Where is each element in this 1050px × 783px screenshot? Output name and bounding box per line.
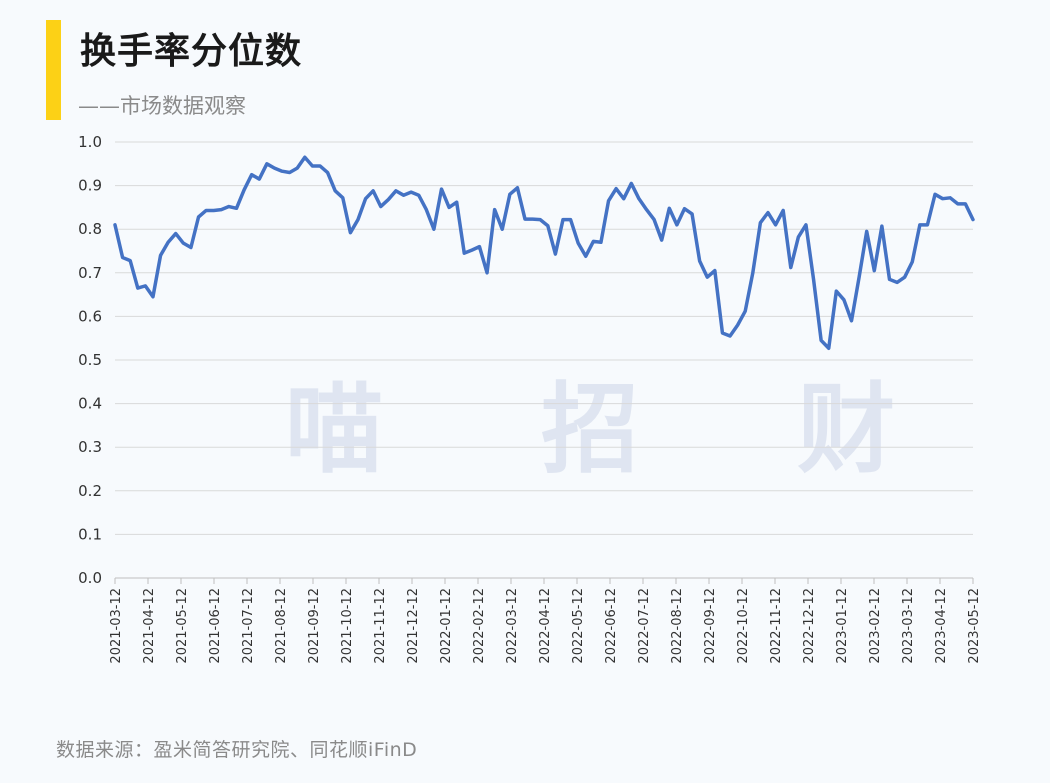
x-tick-label: 2023-04-12 <box>934 588 949 664</box>
x-tick-label: 2021-04-12 <box>142 588 157 664</box>
chart-subtitle: ——市场数据观察 <box>78 94 246 118</box>
y-tick-label: 0.4 <box>78 395 102 413</box>
x-tick-label: 2022-05-12 <box>571 588 586 664</box>
series-layer <box>113 155 975 350</box>
y-tick-label: 0.5 <box>78 351 102 369</box>
x-tick-label: 2021-07-12 <box>241 588 256 664</box>
x-tick-label: 2022-03-12 <box>505 588 520 664</box>
y-tick-label: 0.9 <box>78 177 102 195</box>
y-tick-label: 0.3 <box>78 438 102 456</box>
x-tick-label: 2022-06-12 <box>604 588 619 664</box>
x-tick-label: 2023-01-12 <box>835 588 850 664</box>
x-tick-label: 2022-08-12 <box>670 588 685 664</box>
data-source-note: 数据来源：盈米简答研究院、同花顺iFinD <box>56 739 418 761</box>
y-tick-label: 0.8 <box>78 220 102 238</box>
x-tick-label: 2022-02-12 <box>472 588 487 664</box>
x-tick-label: 2022-04-12 <box>538 588 553 664</box>
y-tick-label: 0.7 <box>78 264 102 282</box>
series-line-0 <box>113 155 975 350</box>
x-tick-label: 2021-10-12 <box>340 588 355 664</box>
x-tick-label: 2023-03-12 <box>901 588 916 664</box>
x-tick-label: 2022-10-12 <box>736 588 751 664</box>
watermark: 喵 招 财 <box>285 373 958 487</box>
x-tick-label: 2021-11-12 <box>373 588 388 664</box>
x-tick-label: 2022-11-12 <box>769 588 784 664</box>
chart-title: 换手率分位数 <box>80 31 303 72</box>
y-axis-tick-labels: 0.0 0.1 0.2 0.3 0.4 0.5 0.6 0.7 0.8 0.9 1.0 <box>78 133 102 587</box>
x-tick-label: 2022-09-12 <box>703 588 718 664</box>
x-tick-label: 2021-08-12 <box>274 588 289 664</box>
y-tick-label: 0.2 <box>78 482 102 500</box>
x-tick-label: 2021-05-12 <box>175 588 190 664</box>
x-tick-label: 2021-03-12 <box>109 588 124 664</box>
y-tick-label: 0.6 <box>78 307 102 325</box>
y-tick-label: 1.0 <box>78 133 102 151</box>
x-tick-label: 2022-01-12 <box>439 588 454 664</box>
x-tick-label: 2023-05-12 <box>967 588 982 664</box>
x-tick-label: 2021-09-12 <box>307 588 322 664</box>
grid-lines <box>115 141 973 535</box>
x-tick-label: 2022-12-12 <box>802 588 817 664</box>
x-tick-label: 2023-02-12 <box>868 588 883 664</box>
x-tick-label: 2022-07-12 <box>637 588 652 664</box>
y-tick-label: 0.1 <box>78 525 102 543</box>
x-tick-label: 2021-06-12 <box>208 588 223 664</box>
x-tick-label: 2021-12-12 <box>406 588 421 664</box>
x-axis <box>114 577 974 584</box>
y-tick-label: 0.0 <box>78 569 102 587</box>
title-accent-bar <box>46 20 61 120</box>
x-axis-tick-labels: 2021-03-12 2021-04-12 2021-05-12 2021-06-12… <box>109 588 982 664</box>
